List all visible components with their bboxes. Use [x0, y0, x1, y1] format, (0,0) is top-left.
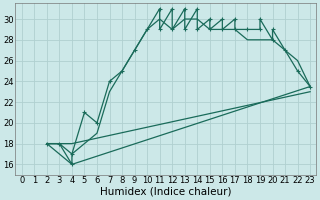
X-axis label: Humidex (Indice chaleur): Humidex (Indice chaleur)	[100, 187, 232, 197]
